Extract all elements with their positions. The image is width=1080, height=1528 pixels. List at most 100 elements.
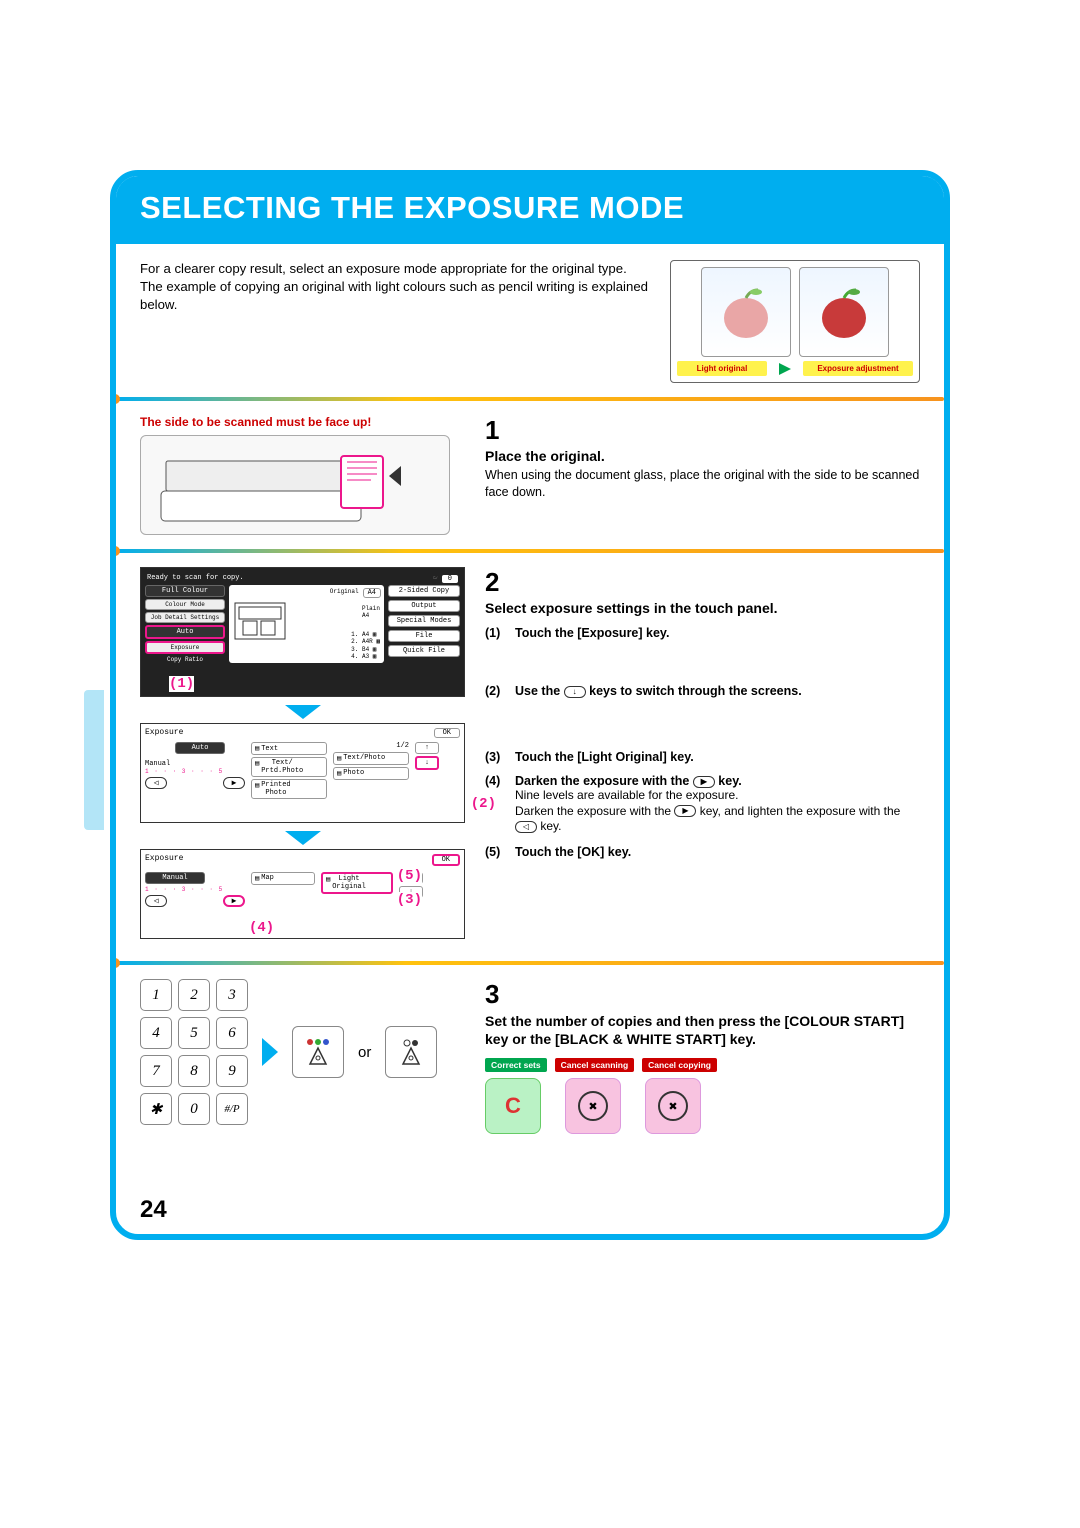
label-exposure-adjustment: Exposure adjustment — [803, 361, 913, 376]
key-8[interactable]: 8 — [178, 1055, 210, 1087]
face-up-note: The side to be scanned must be face up! — [140, 415, 465, 429]
photo-btn[interactable]: ▤Photo — [333, 767, 409, 780]
a4-label: A4 — [363, 588, 381, 598]
key-9[interactable]: 9 — [216, 1055, 248, 1087]
touch-panel-3: Exposure OK Manual 1 · · · 3 · · · 5 ◁ ▶ — [140, 849, 465, 939]
tray-2-size: A4R — [362, 638, 373, 645]
divider — [116, 961, 944, 965]
step-2-title: Select exposure settings in the touch pa… — [485, 600, 920, 616]
key-hash[interactable]: #/P — [216, 1093, 248, 1125]
substep-4: Darken the exposure with the ▶ key. — [515, 774, 742, 788]
original-label: Original — [330, 588, 359, 598]
printed-photo-btn[interactable]: ▤Printed Photo — [251, 779, 327, 799]
special-modes-btn[interactable]: Special Modes — [388, 615, 460, 627]
page-number: 24 — [140, 1196, 167, 1224]
manual-btn[interactable]: Manual — [145, 872, 205, 884]
text-btn[interactable]: ▤Text — [251, 742, 327, 755]
a4-label-2: A4 — [362, 612, 380, 619]
apple-light-image — [701, 267, 791, 357]
step-3-title: Set the number of copies and then press … — [485, 1012, 920, 1048]
arrow-down-icon — [285, 705, 321, 719]
arrow-icon — [779, 363, 791, 375]
file-btn[interactable]: File — [388, 630, 460, 642]
page-indicator: 1/2 — [333, 742, 409, 750]
output-btn[interactable]: Output — [388, 600, 460, 612]
tray-2: 2. — [351, 638, 358, 645]
ok-btn-3[interactable]: OK — [432, 854, 460, 866]
cancel-scan-label: Cancel scanning — [555, 1058, 635, 1072]
auto-btn-2[interactable]: Auto — [175, 742, 225, 754]
step-1-number: 1 — [485, 415, 920, 446]
panel-header: Ready to scan for copy. — [147, 574, 244, 583]
hand-icon: ☞ — [434, 574, 438, 583]
substep-2: Use the ↓ keys to switch through the scr… — [515, 684, 802, 698]
intro-text: For a clearer copy result, select an exp… — [140, 260, 658, 383]
label-light-original: Light original — [677, 361, 767, 376]
key-star[interactable]: ✱ — [140, 1093, 172, 1125]
exposure-btn[interactable]: Exposure — [145, 641, 225, 654]
copy-ratio-label: Copy Ratio — [145, 656, 225, 663]
key-7[interactable]: 7 — [140, 1055, 172, 1087]
key-6[interactable]: 6 — [216, 1017, 248, 1049]
text-prtd-btn[interactable]: ▤Text/ Prtd.Photo — [251, 757, 327, 777]
2sided-btn[interactable]: 2-Sided Copy — [388, 585, 460, 597]
full-colour-btn[interactable]: Full Colour — [145, 585, 225, 597]
apple-adjusted-image — [799, 267, 889, 357]
key-0[interactable]: 0 — [178, 1093, 210, 1125]
lighten-key-3[interactable]: ◁ — [145, 895, 167, 907]
step-3-number: 3 — [485, 979, 920, 1010]
key-5[interactable]: 5 — [178, 1017, 210, 1049]
darken-key[interactable]: ▶ — [223, 777, 245, 789]
substep-1: Touch the [Exposure] key. — [515, 626, 669, 640]
correct-sets-label: Correct sets — [485, 1058, 547, 1072]
stop-button-2[interactable]: ✖ — [645, 1078, 701, 1134]
scroll-down-btn[interactable]: ↓ — [415, 756, 439, 770]
page-frame: SELECTING THE EXPOSURE MODE For a cleare… — [110, 170, 950, 1240]
stop-icon: ✖ — [658, 1091, 688, 1121]
light-original-btn[interactable]: ▤Light Original — [321, 872, 393, 894]
callout-3: (3) — [397, 892, 422, 908]
lighten-key[interactable]: ◁ — [145, 777, 167, 789]
scroll-up-btn[interactable]: ↑ — [415, 742, 439, 754]
key-2[interactable]: 2 — [178, 979, 210, 1011]
quick-file-btn[interactable]: Quick File — [388, 645, 460, 657]
auto-btn[interactable]: Auto — [145, 625, 225, 639]
substep-3: Touch the [Light Original] key. — [515, 750, 694, 764]
divider — [116, 549, 944, 553]
darken-key-3[interactable]: ▶ — [223, 895, 245, 907]
or-label: or — [358, 1044, 371, 1061]
stop-button-1[interactable]: ✖ — [565, 1078, 621, 1134]
key-1[interactable]: 1 — [140, 979, 172, 1011]
plain-label: Plain — [362, 605, 380, 612]
intro-p1: For a clearer copy result, select an exp… — [140, 260, 658, 278]
arrow-down-icon — [285, 831, 321, 845]
divider — [116, 397, 944, 401]
callout-1: (1) — [169, 676, 194, 692]
stop-icon: ✖ — [578, 1091, 608, 1121]
substep-4-body1: Nine levels are available for the exposu… — [515, 788, 920, 804]
exposure-title: Exposure — [145, 728, 183, 738]
ok-btn[interactable]: OK — [434, 728, 460, 738]
intro-p2: The example of copying an original with … — [140, 278, 658, 314]
manual-label: Manual — [145, 760, 245, 768]
colour-start-button[interactable] — [292, 1026, 344, 1078]
darken-key-icon: ▶ — [674, 805, 696, 817]
lighten-key-icon: ◁ — [515, 821, 537, 833]
numeric-keypad: 1 2 3 4 5 6 7 8 9 ✱ 0 #/P — [140, 979, 248, 1125]
bw-start-button[interactable] — [385, 1026, 437, 1078]
step-1-body: When using the document glass, place the… — [485, 467, 920, 501]
substep-5: Touch the [OK] key. — [515, 845, 631, 859]
map-btn[interactable]: ▤Map — [251, 872, 315, 885]
apple-comparison-box: Light original Exposure adjustment — [670, 260, 920, 383]
text-photo-btn[interactable]: ▤Text/Photo — [333, 752, 409, 765]
tray-4-size: A3 — [362, 653, 369, 660]
copy-count: 0 — [442, 575, 458, 583]
colour-mode-btn[interactable]: Colour Mode — [145, 599, 225, 610]
key-3[interactable]: 3 — [216, 979, 248, 1011]
callout-5: (5) — [397, 868, 422, 884]
step-1-title: Place the original. — [485, 448, 920, 464]
key-4[interactable]: 4 — [140, 1017, 172, 1049]
job-detail-btn[interactable]: Job Detail Settings — [145, 612, 225, 623]
touch-panel-2: Exposure OK Auto Manual 1 · · · 3 · · · … — [140, 723, 465, 823]
clear-button[interactable]: C — [485, 1078, 541, 1134]
